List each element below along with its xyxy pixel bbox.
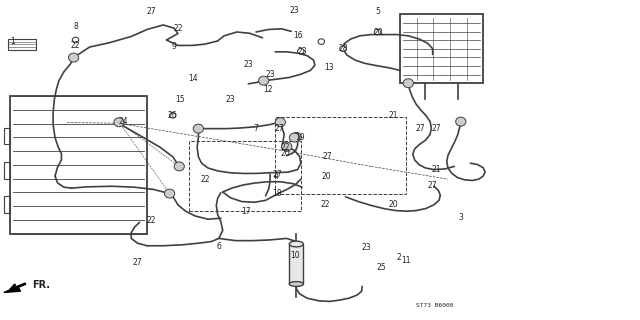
Ellipse shape xyxy=(170,112,176,118)
Text: 6: 6 xyxy=(216,242,221,251)
Text: 21: 21 xyxy=(432,165,441,174)
Text: 22: 22 xyxy=(173,24,182,33)
Text: 15: 15 xyxy=(175,95,186,104)
Text: 23: 23 xyxy=(297,47,307,56)
Text: 13: 13 xyxy=(324,63,334,72)
Ellipse shape xyxy=(114,118,124,127)
Text: 17: 17 xyxy=(241,207,252,216)
Ellipse shape xyxy=(289,282,303,286)
Ellipse shape xyxy=(318,39,324,44)
Text: 20: 20 xyxy=(388,200,399,209)
Text: 20: 20 xyxy=(373,28,383,36)
Text: 20: 20 xyxy=(280,149,291,158)
Text: 27: 27 xyxy=(147,7,157,16)
Text: 20: 20 xyxy=(321,172,332,180)
Text: FR.: FR. xyxy=(33,280,51,291)
Text: 23: 23 xyxy=(289,6,300,15)
Text: 1: 1 xyxy=(10,37,15,46)
Bar xyxy=(275,117,406,194)
Ellipse shape xyxy=(298,48,304,54)
Ellipse shape xyxy=(282,142,292,151)
Text: 27: 27 xyxy=(323,152,333,161)
Text: 23: 23 xyxy=(243,60,253,68)
Text: 27: 27 xyxy=(272,170,282,179)
Text: 27: 27 xyxy=(415,124,425,132)
Text: 22: 22 xyxy=(71,41,80,50)
Text: 27: 27 xyxy=(274,124,284,132)
Ellipse shape xyxy=(291,132,301,141)
Text: 12: 12 xyxy=(263,85,272,94)
Ellipse shape xyxy=(164,189,175,198)
Text: 19: 19 xyxy=(294,133,305,142)
Text: 11: 11 xyxy=(402,256,411,265)
Bar xyxy=(400,14,483,83)
Ellipse shape xyxy=(340,46,346,52)
Ellipse shape xyxy=(72,37,79,43)
Text: 10: 10 xyxy=(290,252,300,260)
Bar xyxy=(289,244,303,284)
Text: 22: 22 xyxy=(321,200,330,209)
Text: 23: 23 xyxy=(362,244,372,252)
Text: 26: 26 xyxy=(168,111,178,120)
Text: 22: 22 xyxy=(200,175,209,184)
Text: 24: 24 xyxy=(118,117,129,126)
Text: 16: 16 xyxy=(293,31,303,40)
Text: 27: 27 xyxy=(132,258,142,267)
Bar xyxy=(4,196,10,213)
Text: 28: 28 xyxy=(339,44,348,53)
Text: 22: 22 xyxy=(280,143,289,152)
Bar xyxy=(4,128,10,144)
Text: 18: 18 xyxy=(272,189,281,198)
Text: 23: 23 xyxy=(225,95,236,104)
Text: ST73 B6000: ST73 B6000 xyxy=(416,303,454,308)
Ellipse shape xyxy=(374,29,381,35)
Text: 25: 25 xyxy=(376,263,387,272)
Text: 2: 2 xyxy=(397,253,402,262)
Text: 27: 27 xyxy=(428,181,438,190)
Text: 8: 8 xyxy=(73,22,78,31)
Ellipse shape xyxy=(259,76,269,85)
Text: 9: 9 xyxy=(172,42,177,51)
Text: 4: 4 xyxy=(274,172,279,180)
Text: 23: 23 xyxy=(266,70,276,79)
Text: 22: 22 xyxy=(147,216,156,225)
Ellipse shape xyxy=(193,124,204,133)
Ellipse shape xyxy=(456,117,466,126)
Text: 14: 14 xyxy=(188,74,198,83)
Bar xyxy=(189,141,301,211)
Text: 3: 3 xyxy=(458,213,463,222)
Bar xyxy=(10,96,147,234)
Text: 5: 5 xyxy=(376,7,381,16)
Ellipse shape xyxy=(174,162,184,171)
Text: 7: 7 xyxy=(253,124,259,132)
Ellipse shape xyxy=(289,241,303,247)
Ellipse shape xyxy=(275,118,285,127)
Text: 27: 27 xyxy=(431,124,442,132)
Ellipse shape xyxy=(68,53,79,62)
Ellipse shape xyxy=(403,79,413,88)
Bar xyxy=(8,39,36,50)
Bar xyxy=(4,162,10,179)
Ellipse shape xyxy=(289,133,300,142)
Text: 21: 21 xyxy=(388,111,397,120)
Polygon shape xyxy=(4,286,20,292)
